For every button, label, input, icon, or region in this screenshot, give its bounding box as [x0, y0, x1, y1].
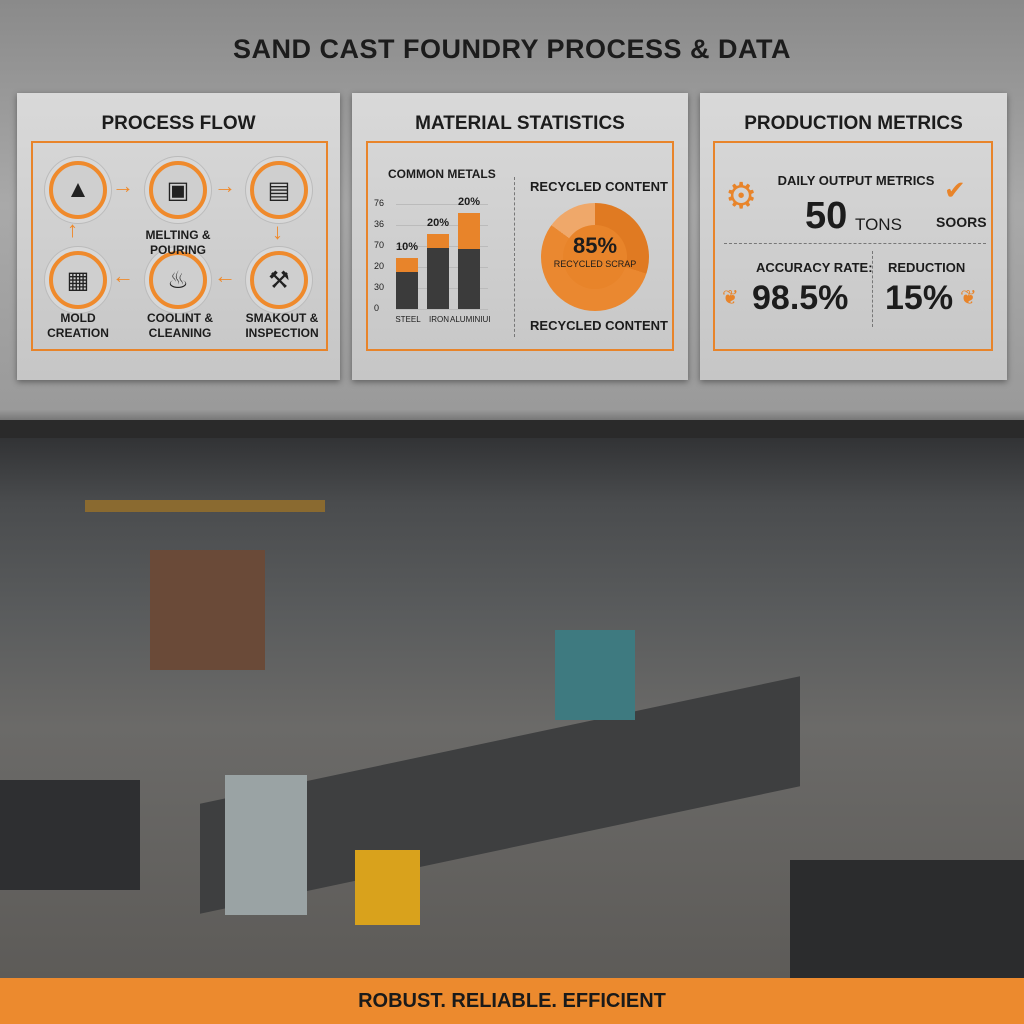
material-frame — [366, 141, 674, 351]
fire-cooling-icon: ♨ — [149, 251, 207, 309]
badge-check-icon: ✔ — [944, 175, 966, 205]
recycled-sub: RECYCLED SCRAP — [553, 259, 637, 269]
production-metrics-panel: PRODUCTION METRICS ⚙ DAILY OUTPUT METRIC… — [700, 93, 1007, 380]
bar-steel-segment-0 — [396, 272, 418, 309]
bar-iron-segment-0 — [427, 248, 449, 309]
recycled-footer: RECYCLED CONTENT — [530, 318, 668, 333]
foundry-floor-photo — [0, 420, 1024, 978]
y-tick-label: 70 — [374, 240, 385, 250]
process-flow-panel: PROCESS FLOW ▲ ▣ ▤ ⚒ ♨ ▦ → → ↓ ← ← ↑ MEL… — [17, 93, 340, 380]
arrow-left-icon: ← — [112, 263, 134, 288]
hammer-icon: ⚒ — [250, 251, 308, 309]
gridline — [396, 225, 488, 226]
data-label: 10% — [395, 240, 419, 253]
panel-title: PROCESS FLOW — [101, 113, 256, 134]
accuracy-value: 98.5% — [752, 279, 849, 317]
x-tick-label: ALUMINIUI — [450, 315, 491, 324]
divider — [872, 251, 873, 327]
arrow-right-icon: → — [112, 173, 134, 198]
recycled-value: 85% — [572, 233, 618, 258]
arrow-left-icon: ← — [214, 263, 236, 288]
page-title: SAND CAST FOUNDRY PROCESS & DATA — [232, 34, 792, 64]
bar-aluminiui-segment-1 — [458, 213, 480, 249]
bar-iron-segment-1 — [427, 234, 449, 249]
gridline — [396, 204, 488, 205]
daily-output-label: DAILY OUTPUT METRICS — [777, 173, 935, 188]
daily-output-value: 50 — [805, 195, 848, 237]
reduction-label: REDUCTION — [888, 260, 966, 275]
step-label: COOLINT & CLEANING — [147, 311, 213, 340]
chart-title: COMMON METALS — [388, 167, 496, 181]
production-frame — [713, 141, 993, 351]
recycled-donut: 85% RECYCLED SCRAP — [541, 203, 649, 311]
gear-icon: ⚙ — [725, 175, 758, 216]
y-tick-label: 30 — [374, 282, 385, 292]
reduction-value: 15% — [885, 279, 954, 317]
accuracy-label: ACCURACY RATE: — [756, 260, 873, 275]
bar-aluminiui-segment-0 — [458, 248, 480, 309]
divider — [724, 243, 986, 244]
badge-label: SOORS — [936, 214, 987, 230]
step-label: MOLD CREATION — [47, 311, 109, 340]
panel-title: PRODUCTION METRICS — [744, 113, 963, 134]
step-label: SMAKOUT & INSPECTION — [245, 311, 319, 340]
furnace-icon: ▣ — [149, 161, 207, 219]
y-tick-label: 76 — [374, 198, 385, 208]
material-statistics-panel: MATERIAL STATISTICS COMMON METALS 0 30 20 7… — [352, 93, 688, 380]
step-label: MELTING & POURING — [145, 228, 211, 257]
mold-machine-icon: ▦ — [49, 251, 107, 309]
panel-title: MATERIAL STATISTICS — [415, 113, 625, 134]
y-tick-label: 0 — [374, 303, 380, 313]
recycled-heading: RECYCLED CONTENT — [530, 179, 668, 194]
x-tick-label: STEEL — [395, 315, 421, 324]
bar-chart: 0 30 20 70 36 76 10% STEEL 20% IRON 20% ALUMINIUI — [352, 93, 522, 353]
y-tick-label: 20 — [374, 261, 385, 271]
leaf-icon: ❦ — [960, 287, 977, 309]
arrow-up-icon: ↑ — [67, 217, 78, 242]
footer-tagline: ROBUST. RELIABLE. EFFICIENT — [0, 978, 1024, 1024]
process-frame — [31, 141, 328, 351]
y-tick-label: 36 — [374, 219, 385, 229]
divider — [514, 177, 515, 337]
arrow-right-icon: → — [214, 173, 236, 198]
data-label: 20% — [457, 196, 481, 209]
data-label: 20% — [426, 217, 450, 230]
x-tick-label: IRON — [429, 315, 449, 324]
leaf-icon: ❦ — [722, 287, 739, 309]
sand-pile-icon: ▲ — [49, 161, 107, 219]
daily-output-unit: TONS — [855, 215, 902, 234]
gridline — [396, 309, 488, 310]
arrow-down-icon: ↓ — [272, 219, 283, 244]
bar-steel-segment-1 — [396, 257, 418, 273]
flask-press-icon: ▤ — [250, 161, 308, 219]
